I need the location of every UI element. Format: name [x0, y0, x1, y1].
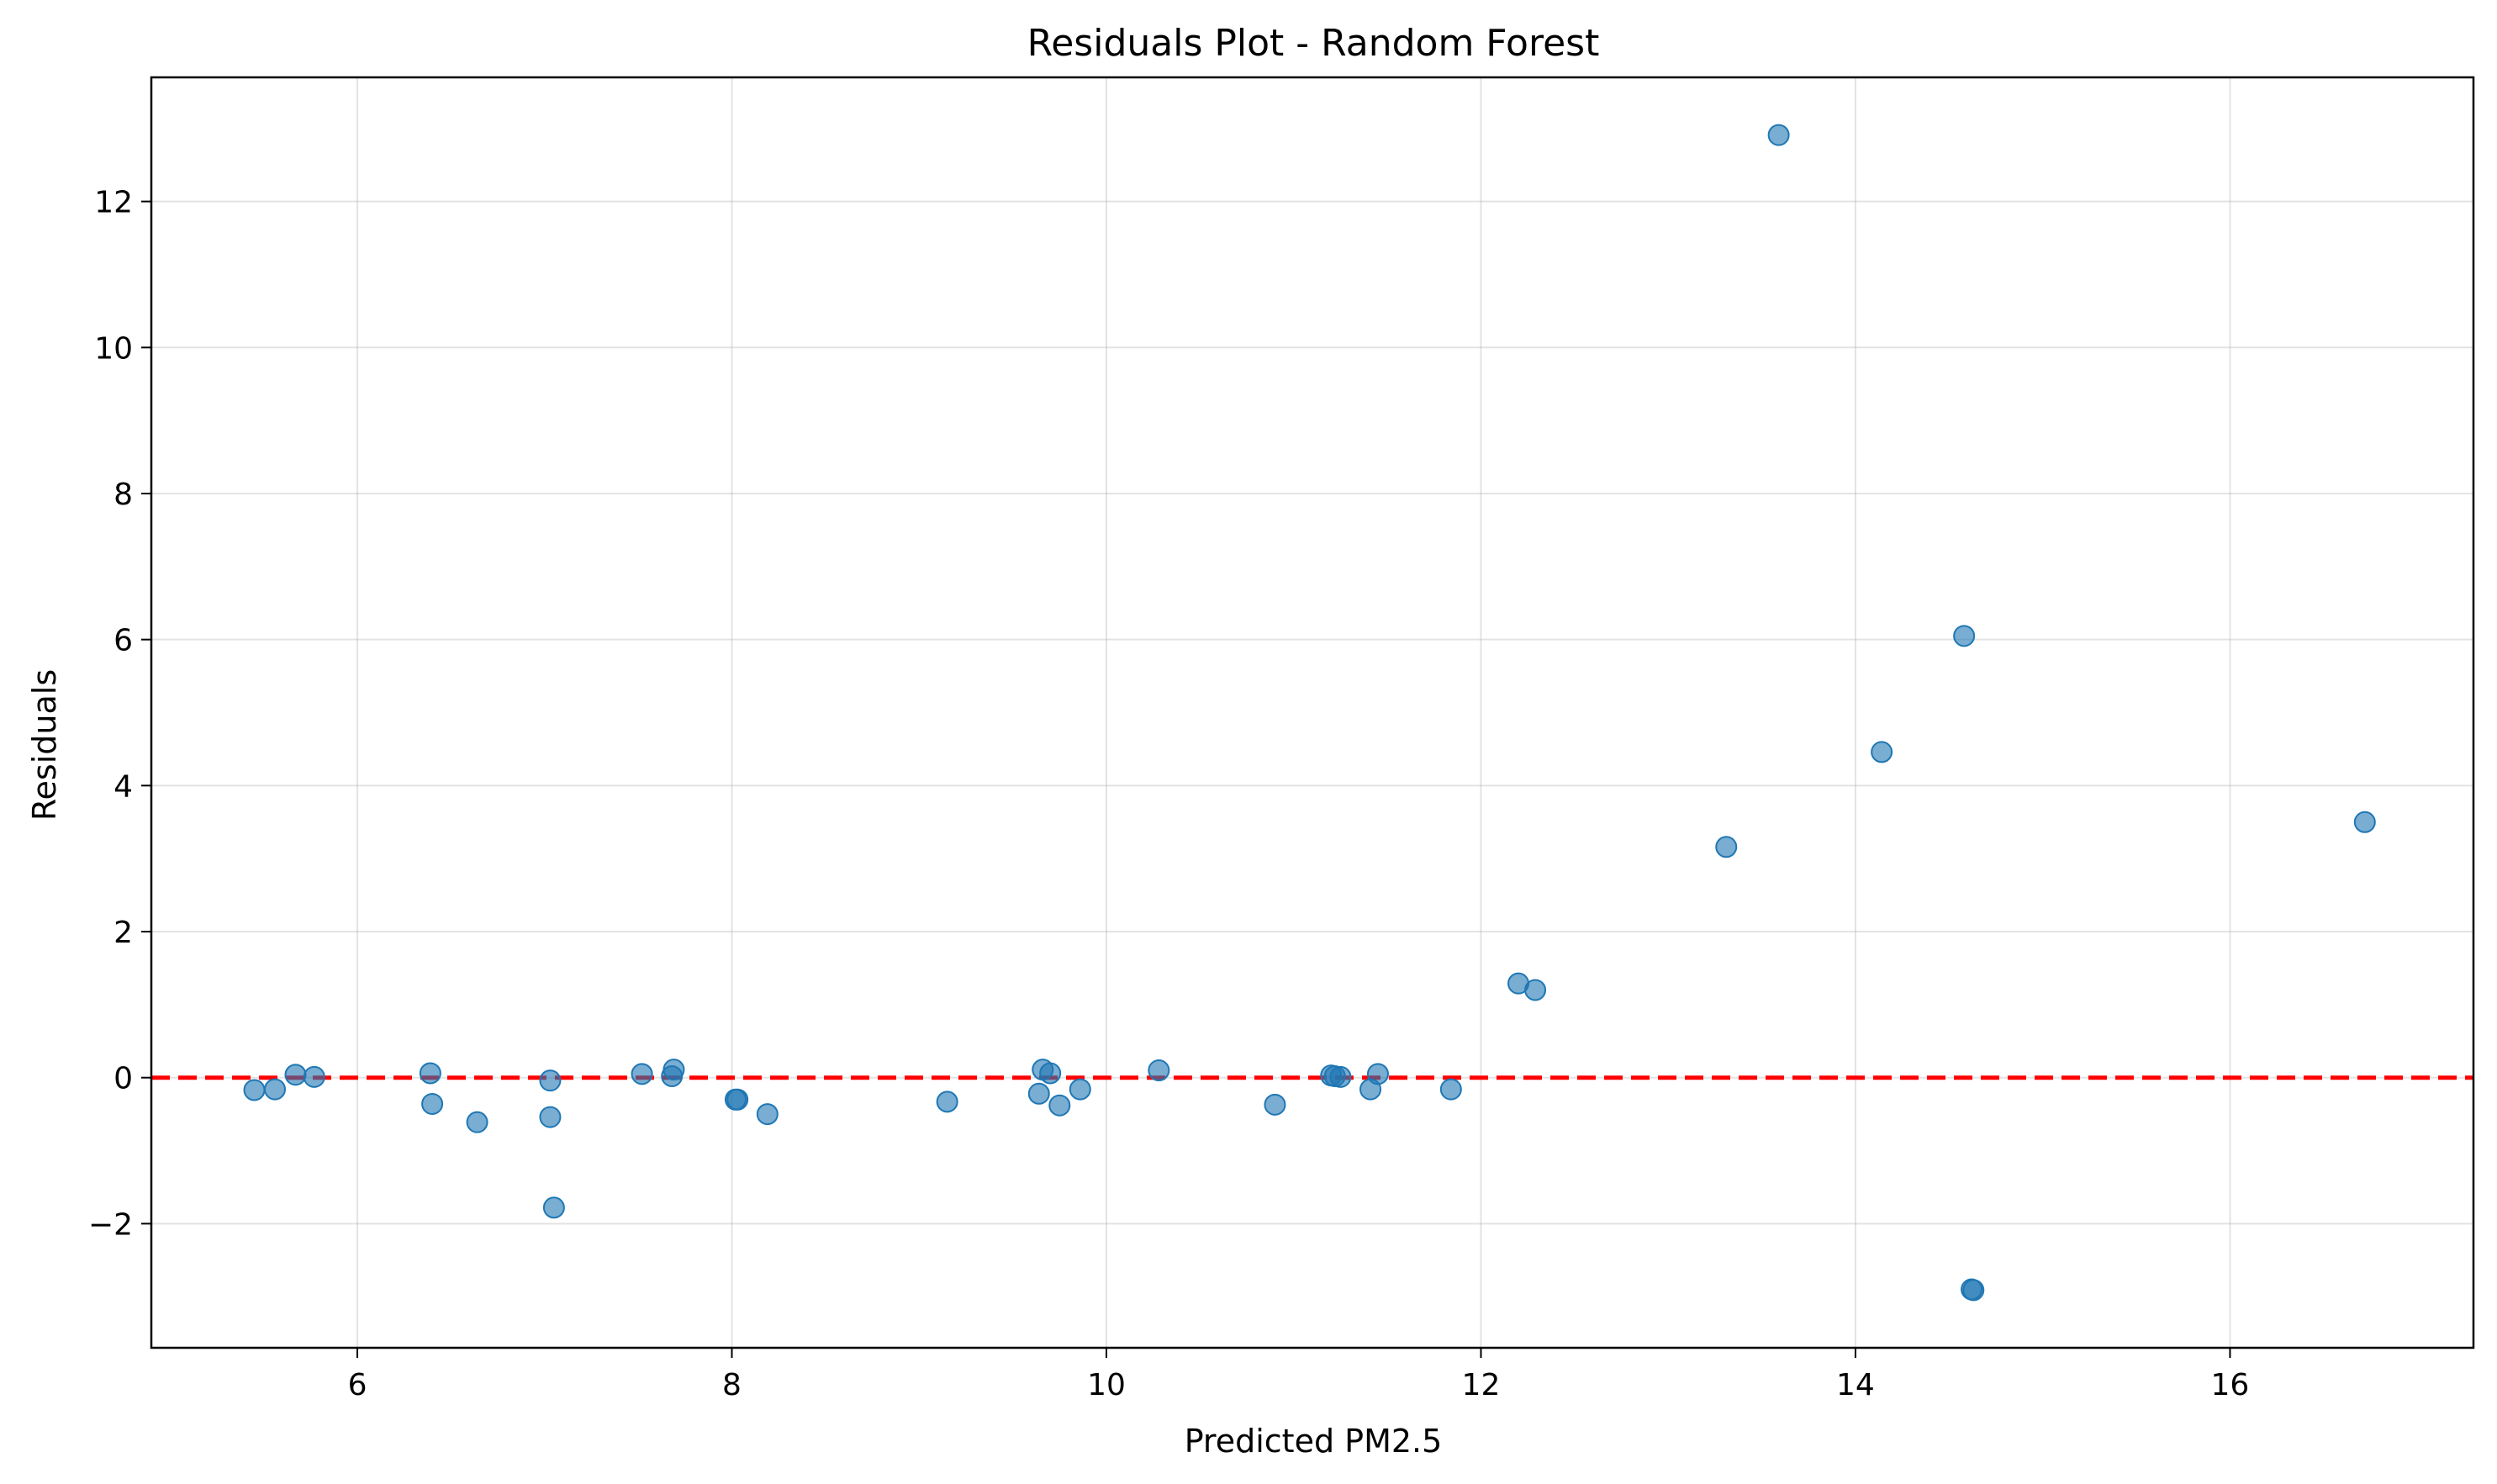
data-point: [284, 1064, 307, 1086]
data-point: [1039, 1062, 1062, 1085]
y-tick-label: 2: [114, 916, 133, 950]
y-tick-label: −2: [88, 1207, 133, 1242]
data-point: [2353, 811, 2376, 833]
data-point: [663, 1059, 685, 1081]
chart-title: Residuals Plot - Random Forest: [1027, 22, 1600, 65]
data-point: [936, 1091, 958, 1113]
x-tick-label: 10: [1087, 1368, 1126, 1402]
data-point: [421, 1092, 444, 1115]
data-point: [1027, 1082, 1050, 1105]
y-tick-label: 4: [114, 769, 133, 804]
data-point: [303, 1065, 325, 1088]
data-point: [726, 1088, 749, 1111]
data-point: [756, 1103, 779, 1126]
data-point: [466, 1111, 488, 1133]
data-point: [1148, 1059, 1170, 1082]
data-point: [1767, 124, 1790, 146]
data-point: [1439, 1078, 1462, 1101]
x-tick-label: 6: [348, 1368, 367, 1402]
y-tick-label: 8: [114, 478, 133, 512]
y-axis-label: Residuals: [26, 669, 63, 821]
y-tick-label: 12: [94, 186, 133, 220]
x-axis-ticks: 6 8 10 12 14 16: [348, 1348, 2250, 1402]
x-tick-label: 12: [1462, 1368, 1501, 1402]
data-point: [1264, 1093, 1286, 1116]
x-tick-label: 14: [1836, 1368, 1875, 1402]
data-point: [419, 1062, 441, 1085]
data-point: [1953, 625, 1976, 647]
y-tick-label: 6: [114, 624, 133, 658]
data-point: [1366, 1063, 1389, 1085]
x-axis-label: Predicted PM2.5: [1185, 1423, 1443, 1460]
data-point: [264, 1078, 287, 1101]
data-point: [1871, 741, 1893, 763]
data-point: [542, 1196, 565, 1219]
y-axis-ticks: −2 0 2 4 6 8 10 12: [88, 186, 151, 1242]
data-point: [243, 1079, 266, 1101]
data-point: [1069, 1078, 1091, 1101]
data-point: [1524, 979, 1547, 1001]
x-tick-label: 8: [722, 1368, 742, 1402]
data-points: [243, 124, 2376, 1302]
data-point: [1048, 1094, 1071, 1117]
y-tick-label: 10: [94, 331, 133, 366]
data-point: [1329, 1065, 1352, 1088]
data-point: [631, 1063, 653, 1085]
grid: [151, 77, 2473, 1348]
data-point: [1962, 1279, 1985, 1302]
x-tick-label: 16: [2211, 1368, 2250, 1402]
plot-frame: [150, 76, 2475, 1349]
data-point: [539, 1106, 562, 1128]
y-tick-label: 0: [114, 1062, 133, 1096]
data-point: [539, 1069, 562, 1092]
data-point: [1715, 836, 1738, 858]
